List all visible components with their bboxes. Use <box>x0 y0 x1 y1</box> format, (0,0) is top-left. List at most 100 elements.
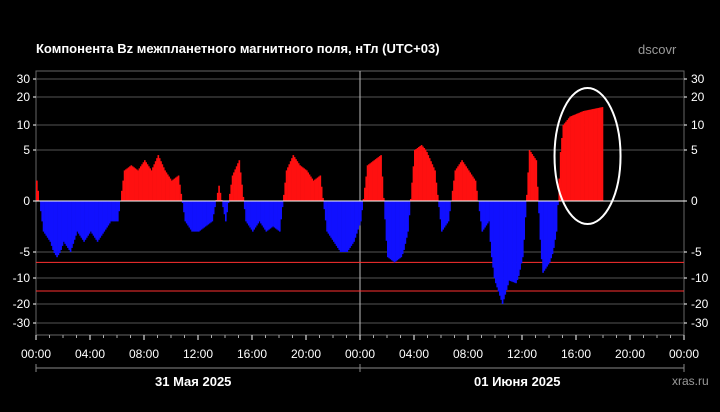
bz-bar <box>42 201 45 232</box>
bz-bar <box>534 158 536 201</box>
bz-bar <box>364 187 366 201</box>
bz-bar <box>319 175 322 201</box>
bz-bar <box>465 166 467 201</box>
y-tick-label-left: 0 <box>23 194 30 208</box>
bz-bar <box>63 201 65 242</box>
bz-bar <box>500 201 503 300</box>
bz-bar <box>489 201 492 242</box>
bz-bar <box>522 201 524 258</box>
bz-bar <box>441 201 443 232</box>
bz-bar <box>265 201 268 232</box>
bz-bar <box>420 145 423 201</box>
bz-bar <box>353 201 355 242</box>
bz-bar <box>355 201 358 234</box>
bz-bar <box>578 112 581 201</box>
bz-bar <box>231 175 234 201</box>
bz-bar <box>517 201 520 276</box>
bz-bar <box>365 176 368 201</box>
bz-bar <box>222 201 224 208</box>
bz-bar <box>165 172 168 201</box>
bz-bar <box>601 107 604 201</box>
bz-bar <box>409 198 412 201</box>
bz-bar <box>597 107 600 201</box>
bz-bar <box>127 167 130 201</box>
bz-bar <box>570 116 573 201</box>
bz-bar <box>461 160 463 201</box>
bz-bar <box>304 169 307 201</box>
bz-bar <box>427 155 430 201</box>
bz-bar <box>577 113 579 201</box>
bz-bar <box>314 179 316 201</box>
bz-bar <box>485 201 488 226</box>
bz-bar <box>65 201 68 246</box>
bz-bar <box>585 110 588 201</box>
bz-bar <box>549 201 551 263</box>
bz-bar <box>598 107 601 201</box>
bz-bar <box>565 121 567 201</box>
bz-bar <box>226 201 228 213</box>
bz-bar <box>102 201 104 234</box>
bz-bar <box>451 190 454 201</box>
y-tick-label-right: 30 <box>691 72 705 86</box>
bz-bar <box>126 168 129 201</box>
bz-bar <box>315 178 318 201</box>
bz-bar <box>592 109 594 201</box>
bz-bar <box>123 170 126 201</box>
date-label-day-2: 01 Июня 2025 <box>474 374 561 389</box>
bz-bar <box>561 138 563 201</box>
bz-bar <box>104 201 107 230</box>
bz-bar <box>99 201 102 238</box>
bz-bar <box>322 197 324 201</box>
bz-bar <box>239 172 242 201</box>
y-tick-label-left: 20 <box>17 90 31 104</box>
bz-bar <box>436 194 439 201</box>
bz-bar <box>411 182 413 201</box>
bz-bar <box>478 201 481 212</box>
bz-bar <box>289 161 292 201</box>
bz-bar <box>258 201 261 222</box>
bz-bar <box>341 201 343 252</box>
bz-bar <box>387 201 389 258</box>
bz-bar <box>135 169 138 201</box>
bz-bar <box>455 168 458 201</box>
bz-bar <box>527 172 530 201</box>
bz-bar <box>320 186 323 201</box>
bz-bar <box>273 201 276 228</box>
bz-bar <box>312 180 315 201</box>
bz-bar <box>503 201 505 300</box>
bz-bar <box>181 201 184 204</box>
bz-bar <box>280 201 282 220</box>
bz-bar <box>536 186 539 201</box>
bz-bar <box>254 201 257 228</box>
bz-bar <box>311 178 314 201</box>
bz-bar <box>295 159 297 201</box>
x-tick-label: 04:00 <box>399 347 429 361</box>
bz-bar <box>300 166 303 201</box>
bz-bar <box>535 160 538 201</box>
bz-bar <box>600 107 602 201</box>
bz-bar <box>138 168 141 201</box>
bz-bar <box>247 201 250 226</box>
bz-bar <box>442 201 444 230</box>
x-tick-label: 12:00 <box>183 347 213 361</box>
bz-bar <box>468 170 470 201</box>
bz-bar <box>234 169 237 201</box>
x-tick-label: 08:00 <box>129 347 159 361</box>
bz-bar <box>237 163 239 201</box>
bz-bar <box>343 201 346 252</box>
bz-bar <box>235 166 238 201</box>
bz-bar <box>284 182 287 201</box>
bz-bar <box>153 164 156 201</box>
bz-bar <box>401 201 404 255</box>
x-tick-label: 00:00 <box>21 347 51 361</box>
bz-bar <box>260 201 262 224</box>
bz-bar <box>281 201 284 208</box>
bz-bar <box>323 201 326 210</box>
bz-bar <box>156 158 158 201</box>
bz-bar <box>292 155 295 201</box>
bz-bar <box>378 156 381 201</box>
y-tick-label-right: -10 <box>691 271 709 285</box>
bz-bar <box>338 201 341 250</box>
